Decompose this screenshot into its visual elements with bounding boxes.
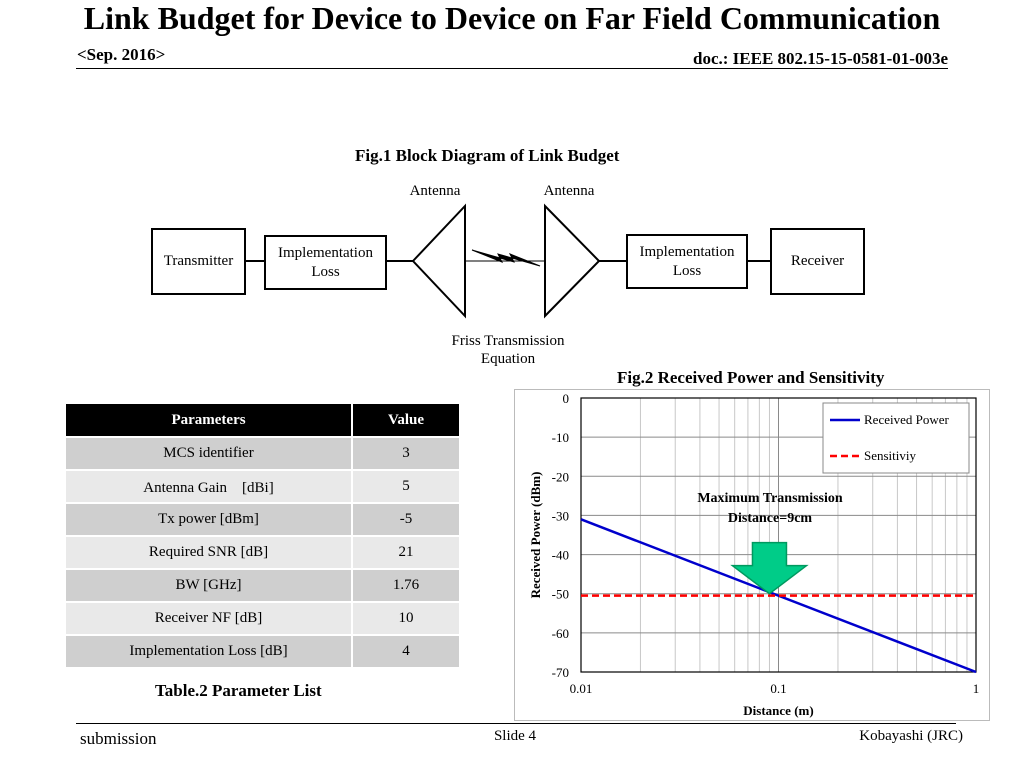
footer-right: Kobayashi (JRC) — [859, 728, 963, 744]
y-tick-label: -20 — [552, 469, 569, 484]
header-doc-id: doc.: IEEE 802.15-15-0581-01-003e — [693, 49, 948, 68]
header-rule — [76, 68, 948, 69]
param-name: Required SNR [dB] — [66, 535, 353, 569]
header-date: <Sep. 2016> — [77, 45, 166, 64]
transmitter-block: Transmitter — [151, 228, 246, 295]
param-value: 5 — [352, 469, 459, 503]
param-value: 1.76 — [352, 568, 459, 602]
table-row: Receiver NF [dB] 10 — [66, 601, 459, 635]
table-row: BW [GHz] 1.76 — [66, 568, 459, 602]
fig2-caption: Fig.2 Received Power and Sensitivity — [617, 368, 885, 387]
y-tick-label: -70 — [552, 665, 569, 680]
y-tick-label: -60 — [552, 626, 569, 641]
param-name: Tx power [dBm] — [66, 502, 353, 536]
param-name: BW [GHz] — [66, 568, 353, 602]
received-power-chart: 0.01 0.1 1 0 -10 -20 -30 -40 -50 -60 -70 Distance (… — [528, 391, 980, 718]
param-value: -5 — [352, 502, 459, 536]
x-tick-label: 1 — [973, 681, 980, 696]
y-tick-label: -10 — [552, 430, 569, 445]
y-tick-label: -30 — [552, 508, 569, 523]
param-value: 21 — [352, 535, 459, 569]
block-diagram — [244, 203, 770, 319]
lightning-bolt-icon — [471, 249, 541, 267]
slide-title: Link Budget for Device to Device on Far … — [83, 0, 941, 36]
x-axis-label: Distance (m) — [743, 703, 813, 718]
slide-number: Slide 4 — [493, 728, 537, 744]
param-name: Receiver NF [dB] — [66, 601, 353, 635]
y-tick-label: -40 — [552, 548, 569, 563]
plot-area-border — [580, 397, 977, 673]
impl-loss-right-block: Implementation Loss — [626, 234, 748, 289]
legend-label: Sensitiviy — [864, 448, 917, 463]
antenna-left-label: Antenna — [409, 183, 461, 199]
annotation-line2: Distance=9cm — [728, 511, 813, 526]
down-arrow-icon — [730, 541, 809, 595]
parameter-table: Parameters Value MCS identifier 3 Antenna… — [66, 404, 459, 667]
y-axis-label: Received Power (dBm) — [528, 472, 543, 599]
annotation-line1: Maximum Transmission — [697, 491, 843, 506]
impl-loss-left-block: Implementation Loss — [264, 235, 387, 290]
y-tick-label: 0 — [563, 391, 570, 406]
param-value: 10 — [352, 601, 459, 635]
x-tick-label: 0.1 — [770, 681, 786, 696]
receiver-block: Receiver — [770, 228, 865, 295]
legend-box — [822, 402, 970, 474]
footer-rule — [76, 723, 956, 724]
antenna-left-icon — [411, 203, 466, 319]
antenna-right-label: Antenna — [543, 183, 595, 199]
param-name: Antenna Gain [dBi] — [66, 469, 353, 503]
y-tick-label: -50 — [552, 587, 569, 602]
table-header-value: Value — [352, 404, 459, 437]
table-header-parameters: Parameters — [66, 404, 353, 437]
table-row: Implementation Loss [dB] 4 — [66, 634, 459, 667]
table-caption: Table.2 Parameter List — [155, 681, 322, 700]
table-row: Tx power [dBm] -5 — [66, 502, 459, 536]
friss-label-line1: Friss Transmission — [451, 333, 565, 349]
fig1-caption: Fig.1 Block Diagram of Link Budget — [355, 146, 620, 165]
param-value: 3 — [352, 436, 459, 470]
table-row: Required SNR [dB] 21 — [66, 535, 459, 569]
param-value: 4 — [352, 634, 459, 667]
table-row: Antenna Gain [dBi] 5 — [66, 469, 459, 503]
antenna-right-icon — [544, 203, 601, 319]
friss-label-line2: Equation — [480, 351, 536, 367]
series-line-received-power — [580, 518, 977, 674]
param-name: Implementation Loss [dB] — [66, 634, 353, 667]
table-header-row: Parameters Value — [66, 404, 459, 437]
x-tick-label: 0.01 — [570, 681, 593, 696]
footer-left: submission — [80, 729, 157, 748]
param-name: MCS identifier — [66, 436, 353, 470]
table-row: MCS identifier 3 — [66, 436, 459, 470]
legend-label: Received Power — [864, 412, 950, 427]
